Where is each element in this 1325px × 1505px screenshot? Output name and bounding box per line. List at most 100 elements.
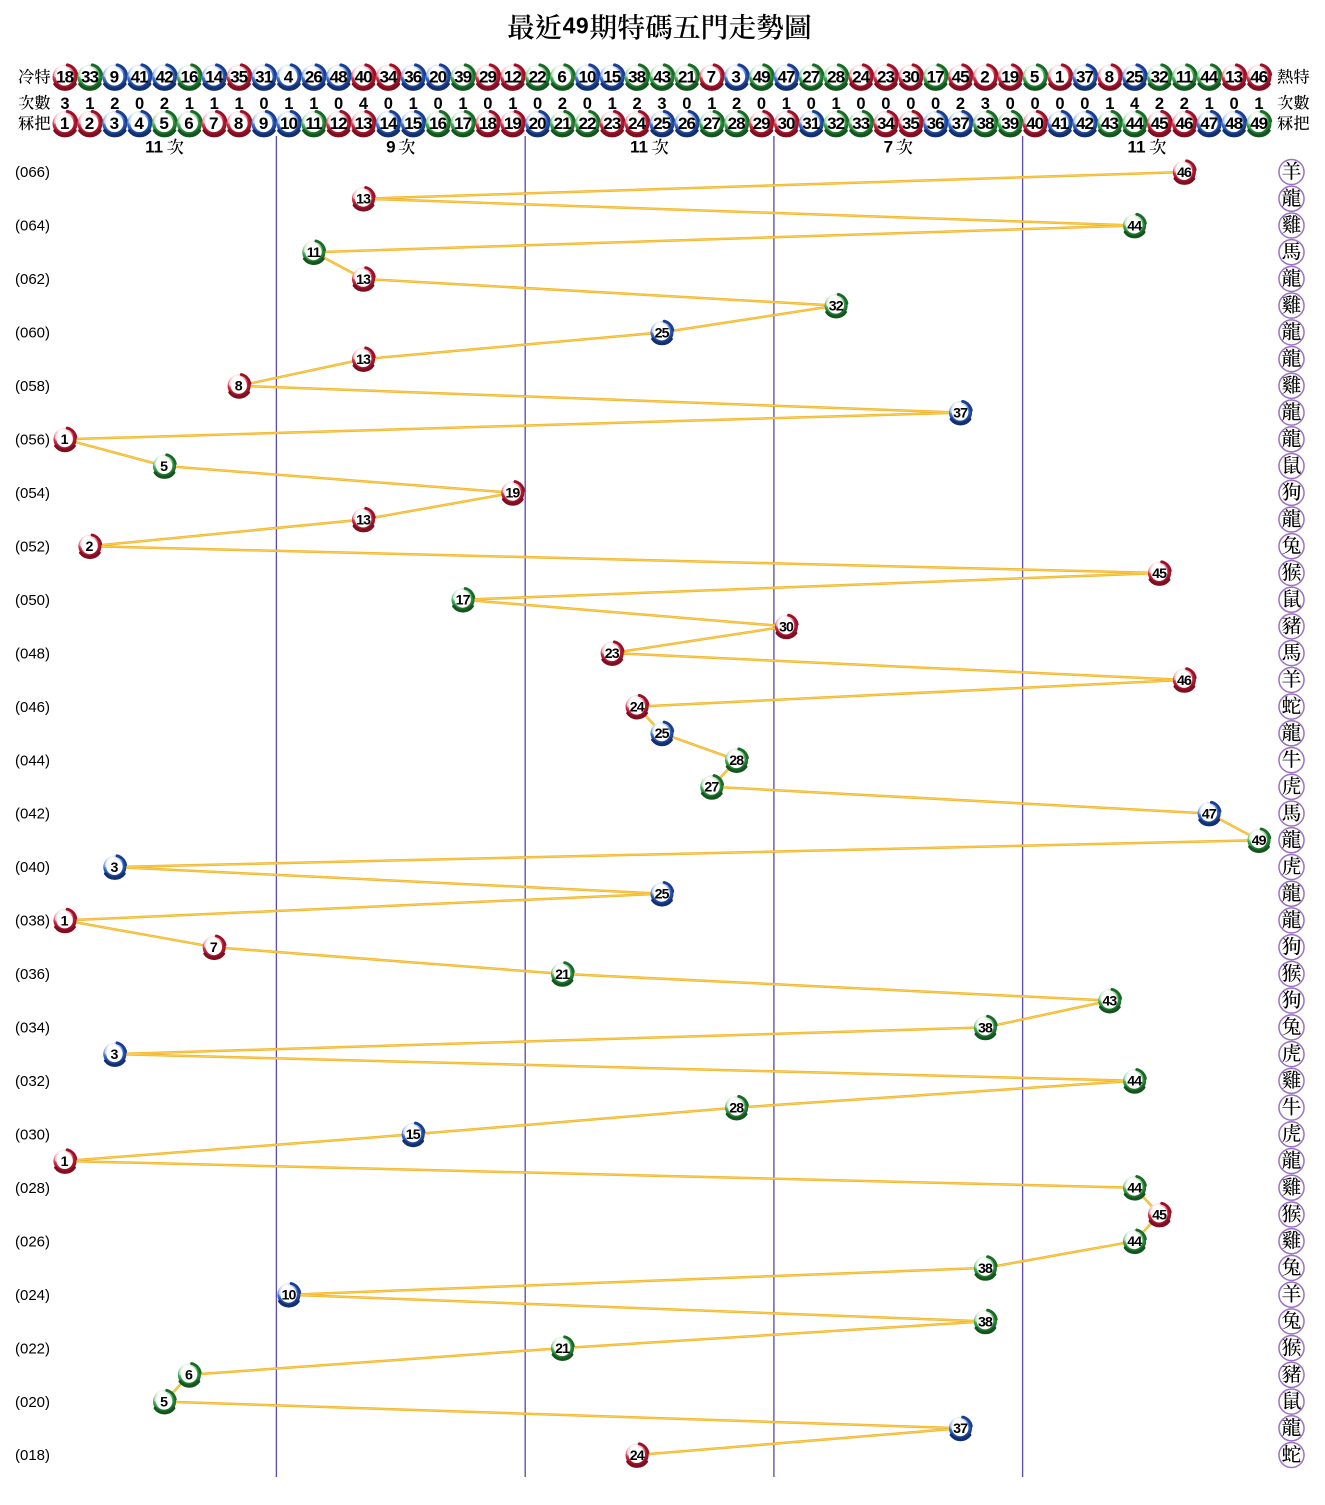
svg-text:24: 24 — [630, 1448, 645, 1464]
svg-text:46: 46 — [1177, 673, 1192, 689]
svg-text:1: 1 — [608, 95, 617, 113]
svg-text:0: 0 — [1006, 95, 1015, 113]
svg-text:1: 1 — [1105, 95, 1114, 113]
svg-text:1: 1 — [235, 95, 244, 113]
svg-text:23: 23 — [877, 67, 895, 86]
svg-text:30: 30 — [779, 619, 794, 635]
svg-text:(026): (026) — [15, 1233, 50, 1250]
svg-text:0: 0 — [856, 95, 865, 113]
svg-text:29: 29 — [479, 67, 497, 86]
svg-text:26: 26 — [305, 67, 323, 86]
svg-text:43: 43 — [1102, 994, 1117, 1010]
svg-text:28: 28 — [729, 1101, 744, 1117]
svg-text:15: 15 — [404, 114, 422, 133]
svg-text:(032): (032) — [15, 1073, 50, 1090]
svg-text:(018): (018) — [15, 1447, 50, 1464]
svg-text:24: 24 — [630, 700, 645, 716]
svg-text:12: 12 — [330, 114, 348, 133]
svg-text:0: 0 — [434, 95, 443, 113]
svg-text:38: 38 — [978, 1314, 993, 1330]
svg-text:7: 7 — [209, 114, 218, 133]
svg-text:12: 12 — [504, 67, 522, 86]
svg-text:27: 27 — [703, 114, 721, 133]
svg-text:0: 0 — [682, 95, 691, 113]
svg-text:1: 1 — [309, 95, 318, 113]
svg-text:4: 4 — [284, 67, 294, 86]
svg-text:25: 25 — [655, 726, 670, 742]
svg-text:28: 28 — [729, 753, 744, 769]
svg-text:(064): (064) — [15, 218, 50, 235]
svg-text:43: 43 — [1101, 114, 1119, 133]
svg-text:46: 46 — [1177, 165, 1192, 181]
svg-text:1: 1 — [1205, 95, 1214, 113]
svg-text:11: 11 — [1176, 67, 1193, 86]
svg-text:1: 1 — [61, 432, 69, 448]
svg-text:49: 49 — [753, 67, 771, 86]
svg-text:45: 45 — [1151, 114, 1169, 133]
svg-text:1: 1 — [61, 913, 69, 929]
svg-text:13: 13 — [356, 272, 371, 288]
svg-text:38: 38 — [978, 1261, 993, 1277]
svg-text:46: 46 — [1250, 67, 1268, 86]
svg-text:47: 47 — [1202, 806, 1217, 822]
svg-text:42: 42 — [156, 67, 174, 86]
svg-text:1: 1 — [832, 95, 841, 113]
svg-text:0: 0 — [757, 95, 766, 113]
svg-text:22: 22 — [578, 114, 596, 133]
svg-text:2: 2 — [558, 95, 567, 113]
svg-text:10: 10 — [578, 67, 596, 86]
svg-text:15: 15 — [603, 67, 621, 86]
svg-text:4: 4 — [1130, 95, 1140, 113]
svg-text:3: 3 — [110, 1047, 118, 1063]
svg-text:14: 14 — [205, 67, 224, 86]
svg-text:1: 1 — [60, 114, 69, 133]
svg-text:0: 0 — [135, 95, 144, 113]
svg-text:(058): (058) — [15, 378, 50, 395]
svg-text:20: 20 — [529, 114, 547, 133]
svg-text:(028): (028) — [15, 1180, 50, 1197]
svg-text:7: 7 — [210, 940, 218, 956]
svg-text:44: 44 — [1127, 1234, 1142, 1250]
svg-text:11: 11 — [307, 245, 321, 261]
svg-text:44: 44 — [1127, 1074, 1142, 1090]
svg-text:47: 47 — [777, 67, 795, 86]
svg-text:0: 0 — [483, 95, 492, 113]
svg-text:7: 7 — [884, 137, 893, 156]
svg-text:3: 3 — [110, 860, 118, 876]
svg-text:41: 41 — [1051, 114, 1069, 133]
svg-text:13: 13 — [356, 512, 371, 528]
svg-text:19: 19 — [505, 486, 520, 502]
svg-text:11: 11 — [145, 137, 163, 156]
svg-text:10: 10 — [280, 114, 298, 133]
svg-text:17: 17 — [456, 593, 471, 609]
svg-text:34: 34 — [379, 67, 398, 86]
svg-text:40: 40 — [1026, 114, 1044, 133]
svg-text:5: 5 — [160, 459, 168, 475]
svg-text:(024): (024) — [15, 1287, 50, 1304]
svg-text:3: 3 — [110, 114, 119, 133]
svg-text:40: 40 — [355, 67, 373, 86]
svg-text:13: 13 — [356, 192, 371, 208]
svg-text:44: 44 — [1127, 218, 1142, 234]
svg-text:0: 0 — [533, 95, 542, 113]
svg-text:45: 45 — [1152, 1207, 1167, 1223]
svg-text:35: 35 — [230, 67, 248, 86]
svg-text:35: 35 — [902, 114, 920, 133]
svg-text:3: 3 — [657, 95, 666, 113]
svg-text:6: 6 — [184, 114, 193, 133]
svg-text:34: 34 — [877, 114, 896, 133]
svg-text:21: 21 — [555, 1341, 570, 1357]
svg-text:1: 1 — [85, 95, 94, 113]
svg-text:(060): (060) — [15, 325, 50, 342]
svg-text:0: 0 — [1080, 95, 1089, 113]
svg-text:1: 1 — [707, 95, 716, 113]
svg-text:16: 16 — [429, 114, 447, 133]
svg-text:(062): (062) — [15, 271, 50, 288]
svg-text:33: 33 — [81, 67, 99, 86]
svg-text:18: 18 — [56, 67, 74, 86]
svg-text:45: 45 — [1152, 566, 1167, 582]
svg-text:8: 8 — [1105, 67, 1114, 86]
svg-text:27: 27 — [802, 67, 820, 86]
svg-text:22: 22 — [529, 67, 547, 86]
svg-text:36: 36 — [404, 67, 422, 86]
